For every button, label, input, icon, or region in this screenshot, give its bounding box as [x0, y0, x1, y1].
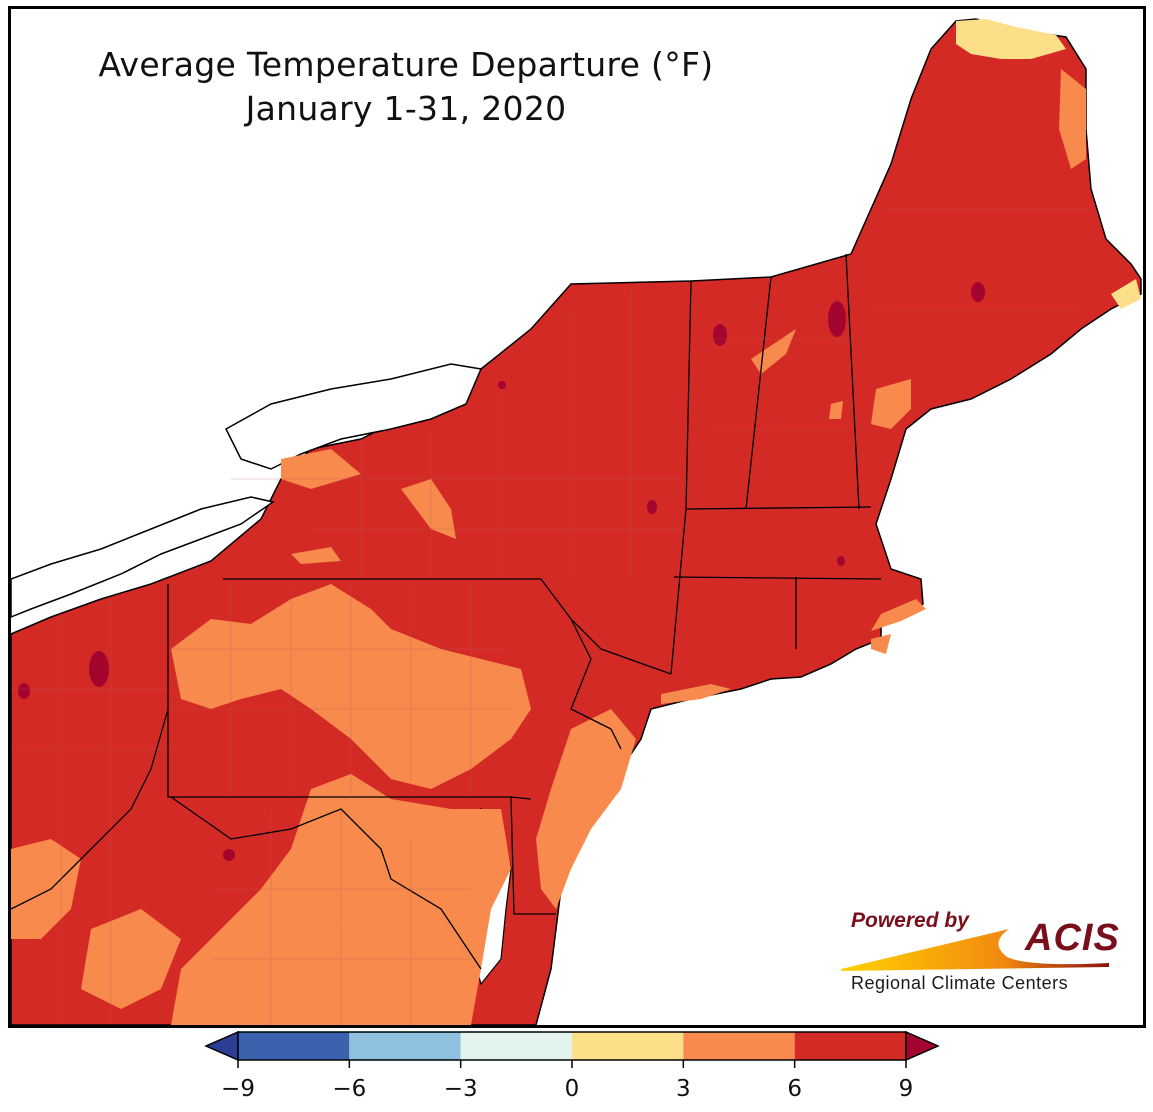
yellow-zones [956, 19, 1141, 309]
county-lines [11, 208, 1091, 1025]
colorbar-bin [238, 1032, 350, 1060]
colorbar-tick-label: 9 [899, 1076, 914, 1102]
map-frame: Average Temperature Departure (°F) Janua… [8, 6, 1146, 1028]
ocean [551, 309, 1143, 1025]
colorbar-arrow-high [905, 1030, 940, 1062]
map-subtitle: January 1-31, 2020 [245, 89, 567, 128]
colorbar-bin [460, 1032, 572, 1060]
map-title: Average Temperature Departure (°F) [98, 45, 714, 84]
logo-rcc-subtitle: Regional Climate Centers [851, 973, 1069, 993]
colorbar-ticks: −9 −6 −3 0 3 6 9 [221, 1060, 913, 1102]
colorbar-bin [794, 1032, 906, 1060]
logo-swoosh-icon [841, 929, 1109, 971]
logo-powered-by: Powered by [851, 909, 969, 932]
colorbar-tick-label: −9 [221, 1076, 255, 1102]
logo-acis-name: ACIS [1025, 917, 1120, 959]
colorbar-bin [683, 1032, 795, 1060]
lake-ontario [225, 363, 483, 470]
colorbar-bin [349, 1032, 461, 1060]
colorbar-tick-label: −3 [444, 1076, 478, 1102]
colorbar-tick-label: 6 [787, 1076, 802, 1102]
acis-logo: Powered by ACIS Regional Climate Centers [839, 909, 1129, 999]
colorbar-legend: −9 −6 −3 0 3 6 9 [204, 1030, 940, 1102]
colorbar-bins [204, 1030, 940, 1062]
lake-erie [11, 496, 275, 618]
colorbar-bin [572, 1032, 684, 1060]
temperature-map [11, 18, 1143, 1025]
dark-red-spots [18, 282, 985, 861]
state-borders [11, 253, 882, 970]
colorbar-tick-label: 0 [565, 1076, 580, 1102]
colorbar-arrow-low [204, 1030, 239, 1062]
colorbar-tick-label: −6 [332, 1076, 366, 1102]
colorbar-tick-label: 3 [676, 1076, 691, 1102]
